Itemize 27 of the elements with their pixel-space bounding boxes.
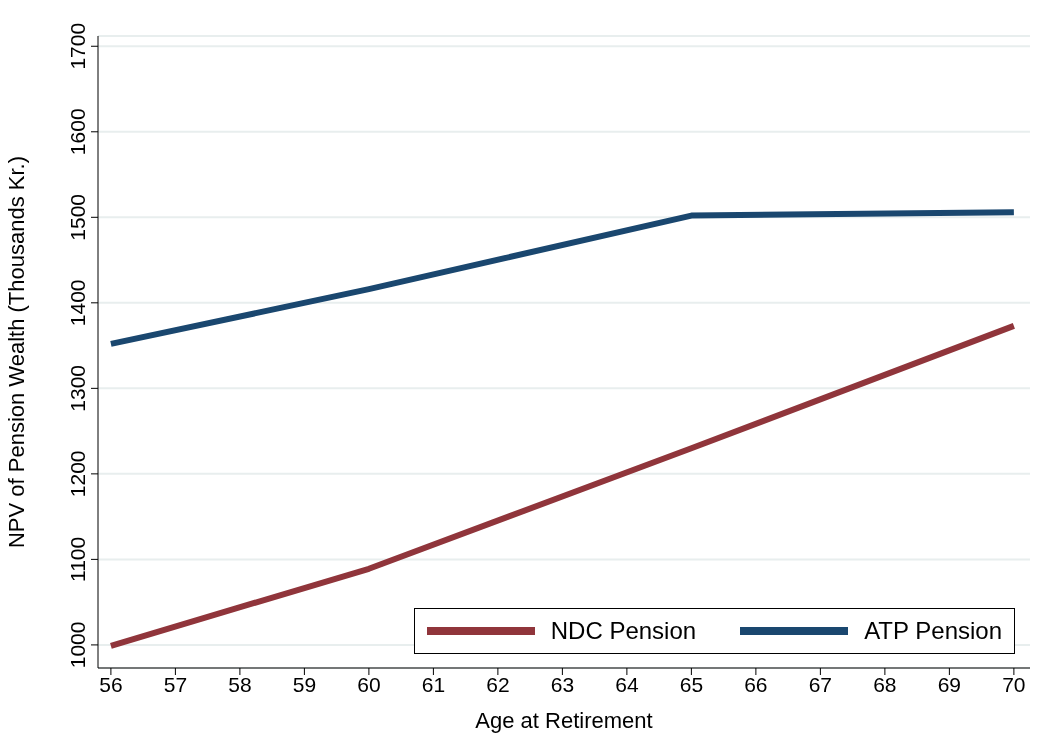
x-tick-label: 62	[486, 672, 510, 696]
x-tick-label: 69	[937, 672, 962, 696]
x-tick-label: 60	[357, 672, 381, 696]
y-tick-label: 1100	[66, 536, 89, 582]
x-tick-label: 59	[292, 672, 317, 696]
x-tick-label: 66	[744, 672, 768, 696]
legend-label: NDC Pension	[550, 617, 697, 645]
x-tick-label: 65	[679, 672, 704, 696]
x-axis-title: Age at Retirement	[475, 708, 653, 733]
y-tick-label: 1400	[66, 279, 89, 327]
x-tick-label: 70	[1002, 672, 1026, 696]
x-tick-label: 64	[615, 672, 639, 696]
x-tick-label: 67	[808, 672, 833, 696]
y-tick-label: 1000	[66, 621, 89, 669]
y-tick-label: 1200	[66, 450, 89, 498]
x-tick-label: 63	[550, 672, 575, 696]
y-tick-label: 1500	[66, 193, 89, 241]
y-axis-title: NPV of Pension Wealth (Thousands Kr.)	[3, 155, 29, 549]
x-tick-label: 58	[228, 672, 252, 696]
y-tick-label: 1600	[66, 108, 89, 156]
y-tick-label: 1700	[66, 22, 89, 70]
x-tick-label: 57	[163, 672, 188, 696]
y-tick-label: 1300	[66, 364, 89, 412]
x-tick-label: 56	[99, 672, 123, 696]
x-tick-label: 68	[873, 672, 897, 696]
x-tick-label: 61	[421, 672, 446, 696]
legend-label: ATP Pension	[864, 617, 1002, 645]
